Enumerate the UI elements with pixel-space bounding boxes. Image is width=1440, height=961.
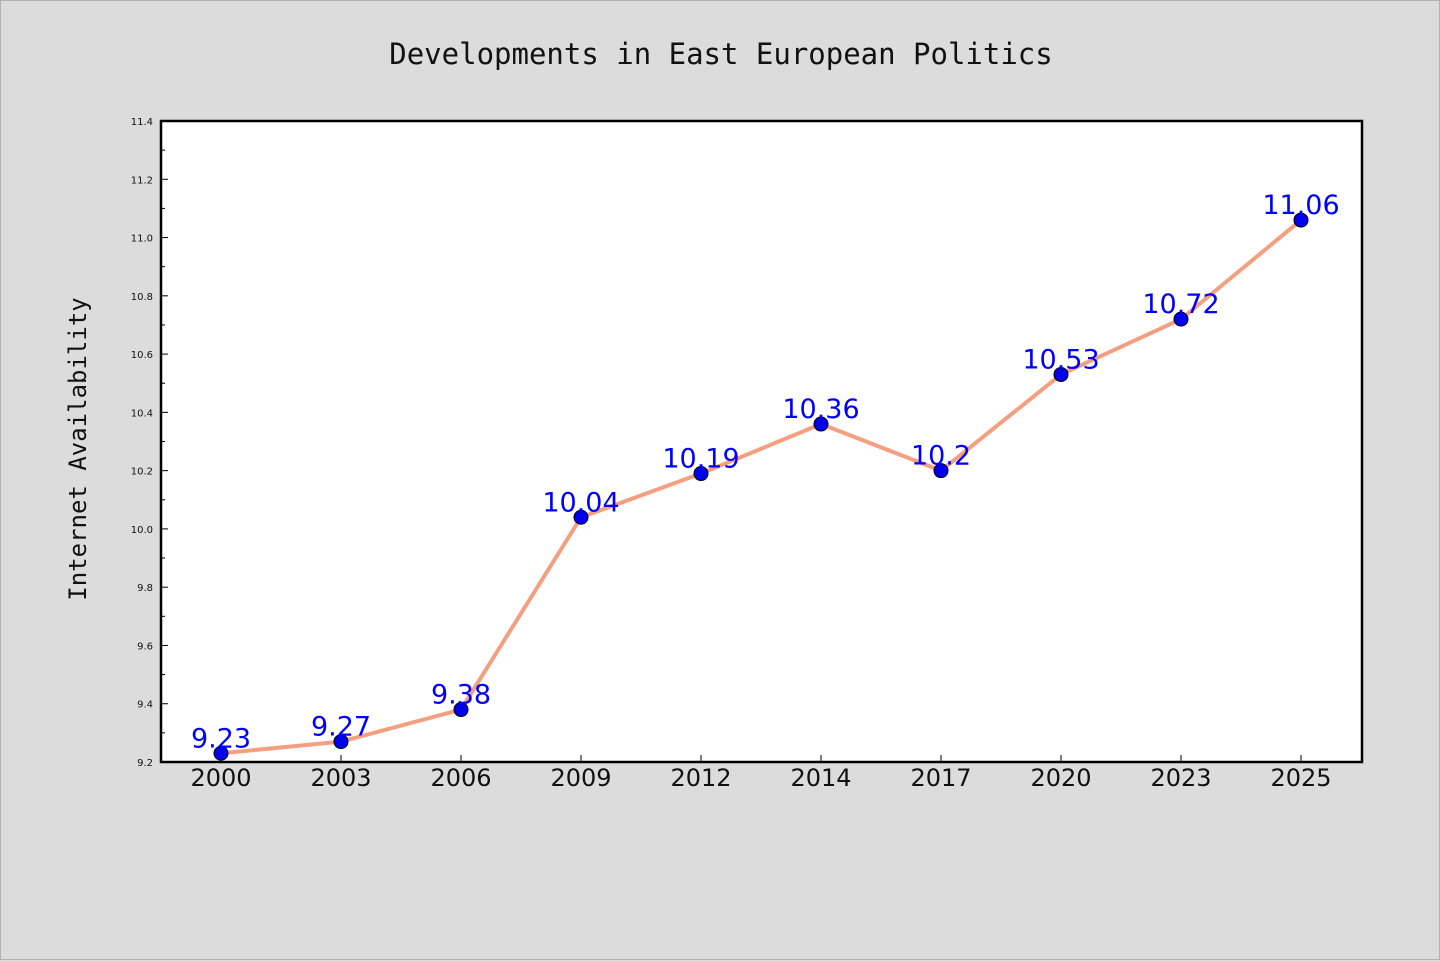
x-tick-label: 2025 [1270, 764, 1331, 792]
data-point [813, 416, 829, 432]
data-point [213, 745, 229, 761]
data-point [1293, 212, 1309, 228]
y-axis-label: Internet Availability [64, 297, 92, 600]
y-tick-label: 10.4 [131, 408, 153, 419]
data-label: 10.2 [911, 441, 971, 472]
data-label: 10.53 [1022, 344, 1099, 375]
x-axis: 2000 2003 2006 2009 2012 2014 2017 2020 2023 2025 [190, 755, 1332, 792]
data-point [1173, 311, 1189, 327]
marker-layer [213, 212, 1309, 761]
y-tick-label: 10.8 [131, 292, 153, 303]
y-tick-label: 10.0 [131, 525, 153, 536]
y-tick-label: 11.4 [131, 117, 153, 128]
y-tick-label: 9.2 [137, 758, 153, 769]
y-tick-label: 11.0 [131, 234, 153, 245]
data-label-layer: 9.23 9.27 9.38 10.04 10.19 10.36 10.2 10.53 10.7… [191, 190, 1340, 754]
data-point [933, 463, 949, 479]
x-tick-label: 2009 [550, 764, 611, 792]
x-tick-label: 2012 [670, 764, 731, 792]
y-tick-label: 10.6 [131, 350, 153, 361]
x-tick-label: 2014 [790, 764, 851, 792]
series-line [219, 218, 1303, 756]
x-tick-label: 2003 [310, 764, 371, 792]
data-label: 9.23 [191, 723, 251, 754]
data-label: 10.19 [662, 444, 739, 475]
data-point [573, 509, 589, 525]
data-point [453, 702, 469, 718]
data-point [1053, 366, 1069, 382]
y-axis: 9.2 9.4 9.6 9.8 10.0 10.2 10.4 10.6 10.8 11.0 11.2… [131, 117, 168, 769]
data-label: 9.38 [431, 680, 491, 711]
x-tick-label: 2006 [430, 764, 491, 792]
data-label: 11.06 [1262, 190, 1339, 221]
data-label: 10.72 [1142, 289, 1219, 320]
x-tick-label: 2000 [190, 764, 251, 792]
data-point [693, 466, 709, 482]
series-layer [219, 218, 1303, 756]
y-tick-label: 10.2 [131, 467, 153, 478]
x-tick-label: 2020 [1030, 764, 1091, 792]
y-tick-label: 9.8 [137, 583, 153, 594]
y-tick-label: 9.4 [137, 700, 153, 711]
x-tick-label: 2023 [1150, 764, 1211, 792]
data-label: 10.04 [542, 487, 619, 518]
data-label: 10.36 [782, 394, 859, 425]
y-tick-label: 11.2 [131, 175, 153, 186]
data-label: 9.27 [311, 712, 371, 743]
plot-area [159, 119, 1364, 764]
chart-title: Developments in East European Politics [389, 37, 1052, 71]
data-point [333, 734, 349, 750]
y-tick-label: 9.6 [137, 641, 153, 652]
x-tick-label: 2017 [910, 764, 971, 792]
